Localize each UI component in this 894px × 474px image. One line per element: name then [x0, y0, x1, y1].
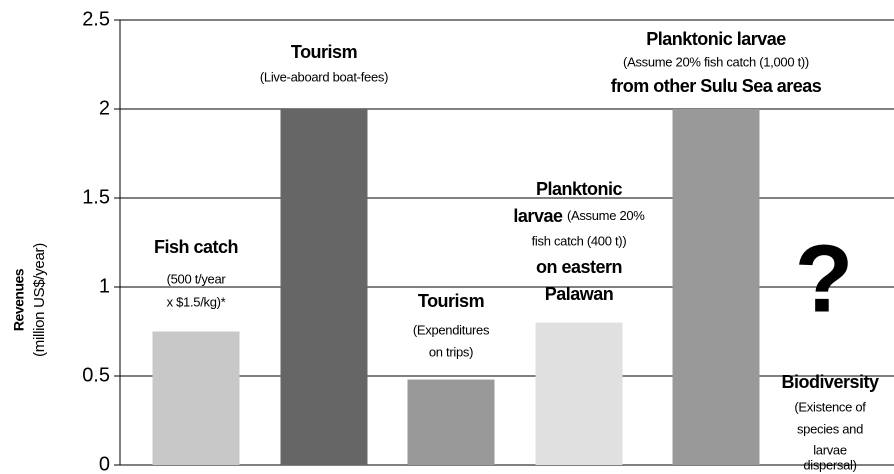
label-line: larvae (Assume 20%	[513, 206, 645, 226]
y-tick-label: 1	[99, 275, 110, 297]
bar	[407, 379, 495, 465]
label-line: fish catch (400 t))	[532, 233, 627, 248]
label-line: from other Sulu Sea areas	[611, 76, 822, 96]
question-mark: ?	[795, 225, 854, 332]
bar-label: Planktonic larvae (Assume 20% fish catch…	[513, 179, 645, 304]
bar-label: Tourism (Live-aboard boat-fees)	[260, 42, 389, 85]
label-line: Tourism	[418, 291, 484, 311]
label-line: dispersal)	[803, 457, 856, 472]
label-line: (Assume 20% fish catch (1,000 t))	[623, 54, 809, 69]
bar-label: Tourism (Expenditures on trips)	[413, 291, 490, 360]
label-line: larvae	[813, 442, 847, 457]
label-line: species and	[797, 421, 863, 436]
axis-title: Revenues (million US$/year)	[11, 243, 48, 357]
label-line: Fish catch	[154, 237, 238, 257]
label-line: (Existence of	[794, 399, 866, 414]
y-tick-label: 2	[99, 97, 110, 119]
bar-label: ? Biodiversity (Existence of species and…	[781, 225, 879, 472]
label-part: larvae	[513, 206, 563, 226]
label-part: (Assume 20%	[567, 208, 645, 223]
bar	[672, 109, 760, 465]
y-tick-label: 0	[99, 453, 110, 474]
bar	[280, 109, 368, 465]
grid: 0 0.5 1 1.5 2 2.5	[82, 8, 894, 474]
label-line: x $1.5/kg)*	[167, 294, 226, 309]
y-tick-label: 0.5	[82, 364, 110, 386]
label-line: Planktonic	[536, 179, 623, 199]
y-axis-title: Revenues	[11, 268, 27, 331]
bar-label: Planktonic larvae (Assume 20% fish catch…	[611, 29, 823, 96]
label-line: Planktonic larvae	[646, 29, 786, 49]
label-line: Tourism	[291, 42, 357, 62]
bar	[535, 322, 623, 465]
y-tick-label: 1.5	[82, 186, 110, 208]
bar-label: Fish catch (500 t/year x $1.5/kg)*	[154, 237, 239, 310]
label-line: Palawan	[545, 284, 614, 304]
label-line: on trips)	[429, 344, 473, 359]
label-line: (500 t/year	[167, 271, 227, 286]
bar	[152, 331, 240, 465]
y-tick-label: 2.5	[82, 8, 110, 30]
label-line: (Expenditures	[413, 322, 490, 337]
y-axis-subtitle: (million US$/year)	[31, 243, 48, 357]
label-line: on eastern	[536, 257, 622, 277]
label-line: Biodiversity	[781, 372, 879, 392]
bars	[152, 109, 760, 465]
label-line: (Live-aboard boat-fees)	[260, 69, 388, 84]
